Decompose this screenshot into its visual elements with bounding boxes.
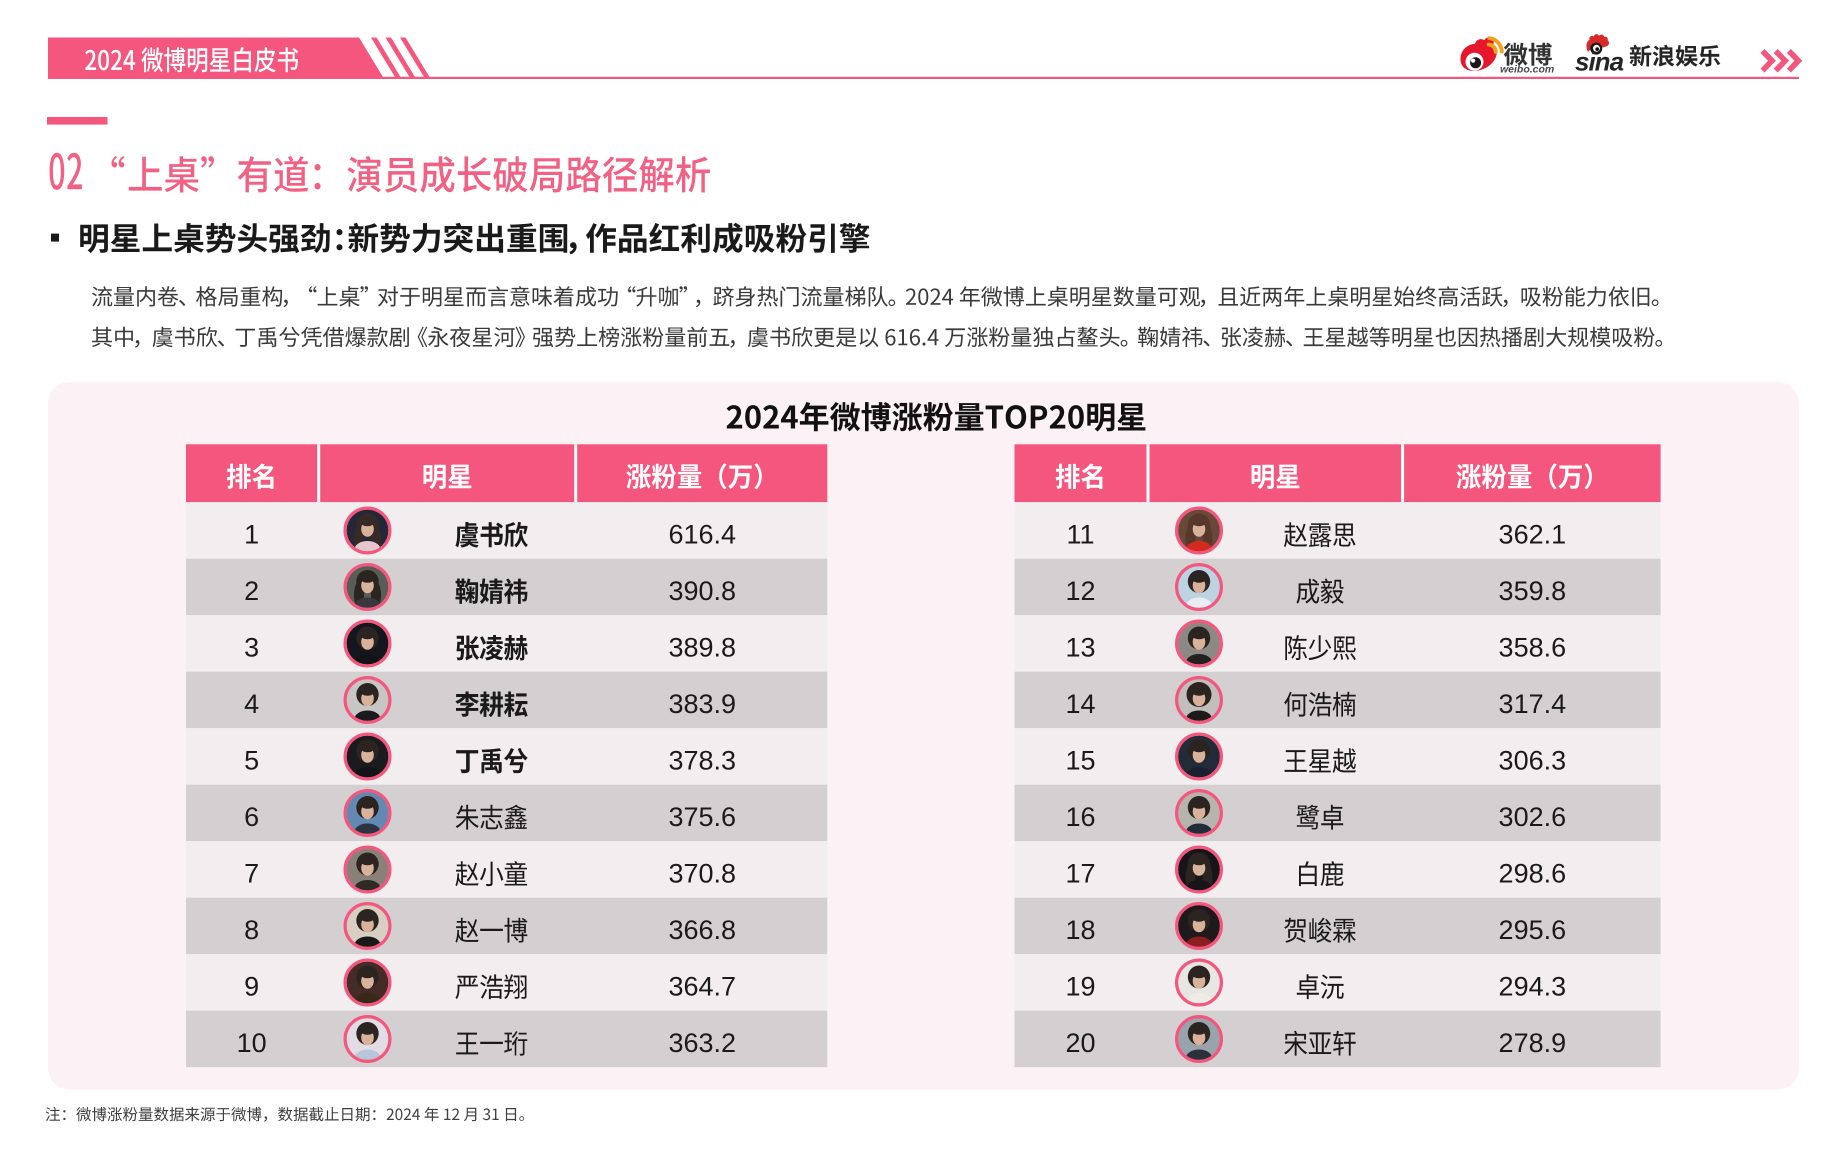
svg-text:15: 15 <box>1065 745 1095 775</box>
svg-text:5: 5 <box>244 745 259 775</box>
svg-text:19: 19 <box>1065 971 1095 1001</box>
svg-text:616.4: 616.4 <box>668 519 736 549</box>
svg-text:6: 6 <box>244 802 259 832</box>
svg-text:378.3: 378.3 <box>668 745 736 775</box>
svg-text:13: 13 <box>1065 632 1095 662</box>
svg-text:8: 8 <box>244 915 259 945</box>
svg-text:364.7: 364.7 <box>668 971 736 1001</box>
svg-text:294.3: 294.3 <box>1499 971 1567 1001</box>
svg-text:278.9: 278.9 <box>1499 1028 1567 1058</box>
svg-text:weibo.com: weibo.com <box>1500 64 1554 76</box>
svg-text:295.6: 295.6 <box>1499 915 1567 945</box>
svg-text:2: 2 <box>244 576 259 606</box>
svg-text:3: 3 <box>244 632 259 662</box>
svg-text:12: 12 <box>1065 576 1095 606</box>
svg-text:306.3: 306.3 <box>1499 745 1567 775</box>
svg-text:390.8: 390.8 <box>668 576 736 606</box>
svg-text:17: 17 <box>1065 858 1095 888</box>
svg-text:317.4: 317.4 <box>1499 689 1567 719</box>
svg-text:362.1: 362.1 <box>1499 519 1567 549</box>
svg-text:363.2: 363.2 <box>668 1028 736 1058</box>
svg-text:18: 18 <box>1065 915 1095 945</box>
svg-text:1: 1 <box>244 519 259 549</box>
svg-text:11: 11 <box>1066 519 1094 549</box>
svg-text:298.6: 298.6 <box>1499 858 1567 888</box>
svg-text:7: 7 <box>244 858 259 888</box>
svg-text:358.6: 358.6 <box>1499 632 1567 662</box>
svg-text:20: 20 <box>1065 1028 1095 1058</box>
svg-text:14: 14 <box>1065 689 1095 719</box>
svg-text:383.9: 383.9 <box>668 689 736 719</box>
svg-text:389.8: 389.8 <box>668 632 736 662</box>
svg-text:370.8: 370.8 <box>668 858 736 888</box>
svg-text:366.8: 366.8 <box>668 915 736 945</box>
svg-text:4: 4 <box>244 689 259 719</box>
svg-text:16: 16 <box>1065 802 1095 832</box>
svg-text:359.8: 359.8 <box>1499 576 1567 606</box>
svg-text:10: 10 <box>237 1028 267 1058</box>
svg-text:302.6: 302.6 <box>1499 802 1567 832</box>
svg-text:sina: sina <box>1575 47 1624 77</box>
svg-text:9: 9 <box>244 971 259 1001</box>
svg-text:375.6: 375.6 <box>668 802 736 832</box>
